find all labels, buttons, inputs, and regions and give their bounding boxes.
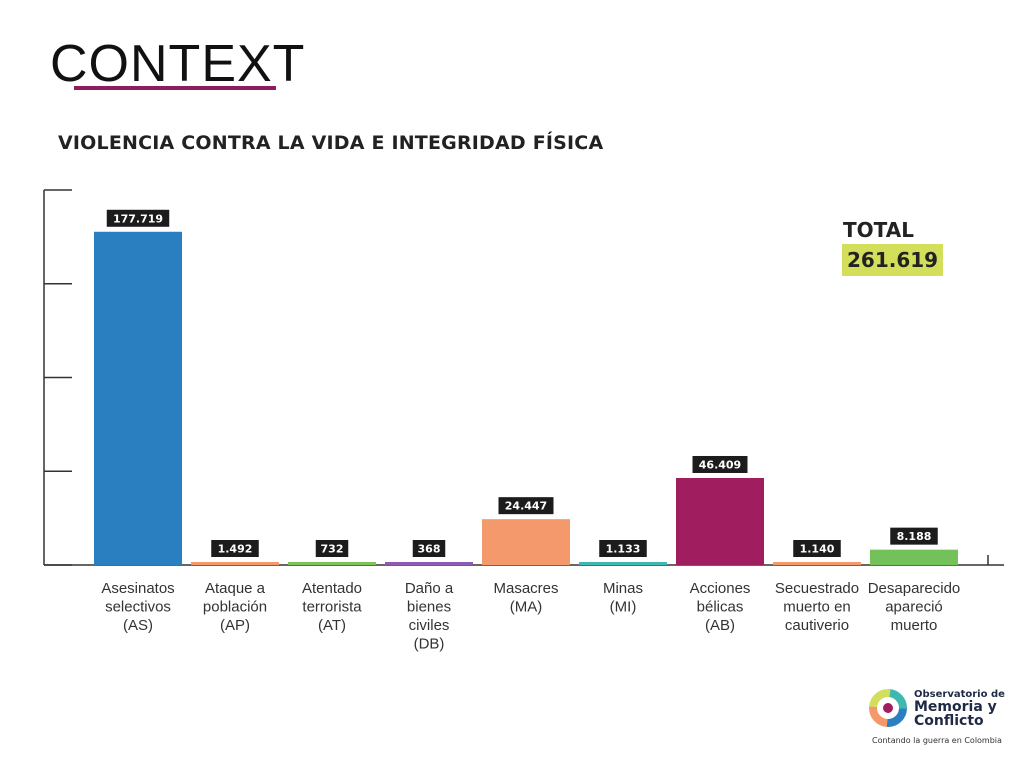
- x-tick-label: Atentado terrorista (AT): [302, 580, 362, 634]
- logo-line1: Observatorio de: [914, 689, 1005, 700]
- x-tick-label: Asesinatos selectivos (AS): [101, 580, 174, 634]
- x-tick-label: Desaparecido apareció muerto: [868, 580, 961, 634]
- data-label-box: [793, 540, 841, 557]
- data-label-box: [498, 497, 554, 515]
- data-label-box: [692, 455, 748, 473]
- logo-tagline: Contando la guerra en Colombia: [872, 736, 1002, 745]
- logo-line2: Memoria y Conflicto: [914, 699, 997, 729]
- x-tick-label: Acciones bélicas (AB): [690, 580, 751, 634]
- data-label-box: [211, 540, 259, 557]
- data-label: 732: [321, 543, 344, 556]
- bar: [385, 562, 473, 565]
- data-label: 1.140: [800, 543, 835, 556]
- data-label: 46.409: [699, 458, 741, 471]
- data-label-box: [890, 527, 938, 545]
- data-label: 1.133: [606, 543, 641, 556]
- total-value: 261.619: [842, 244, 944, 276]
- x-tick-label: Minas (MI): [603, 580, 643, 616]
- bar: [482, 519, 570, 565]
- x-tick-label: Daño a bienes civiles (DB): [405, 580, 454, 653]
- heading-underline: [74, 86, 276, 90]
- data-label-box: [315, 540, 349, 557]
- data-label: 1.492: [218, 543, 253, 556]
- bar: [191, 562, 279, 565]
- bar: [870, 549, 958, 565]
- data-label: 368: [418, 543, 441, 556]
- slide-heading: CONTEXT: [50, 35, 306, 93]
- x-tick-label: Secuestrado muerto en cautiverio: [775, 580, 859, 634]
- x-tick-label: Masacres (MA): [493, 580, 558, 616]
- data-label: 24.447: [505, 500, 547, 513]
- data-label: 177.719: [113, 212, 163, 225]
- bar: [94, 231, 182, 566]
- total-label: TOTAL: [843, 218, 914, 242]
- bar: [676, 477, 764, 565]
- observatory-ring-icon: [869, 689, 907, 727]
- bar: [288, 562, 376, 565]
- bar: [773, 562, 861, 565]
- data-label-box: [106, 209, 170, 227]
- data-label-box: [599, 540, 647, 557]
- data-label-box: [412, 540, 446, 557]
- x-tick-label: Ataque a población (AP): [203, 580, 267, 634]
- data-label: 8.188: [897, 530, 932, 543]
- chart-title: VIOLENCIA CONTRA LA VIDA E INTEGRIDAD FÍ…: [58, 132, 604, 154]
- bar: [579, 562, 667, 565]
